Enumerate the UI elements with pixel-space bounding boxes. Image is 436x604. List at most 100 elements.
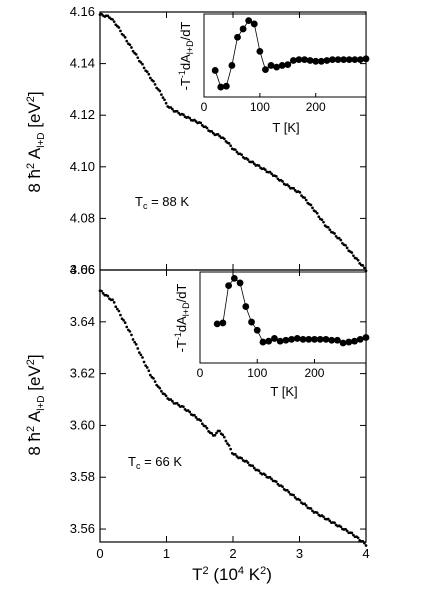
top-data-point: [317, 215, 321, 219]
top-data-point: [122, 34, 125, 37]
bottom-data-point: [218, 429, 221, 433]
bottom-data-point: [252, 466, 256, 470]
bottom-data-point: [363, 541, 366, 545]
top-data-point: [125, 39, 129, 43]
top-inset-point: [329, 56, 336, 64]
top-data-point: [216, 132, 220, 136]
bottom-inset-point: [299, 335, 307, 343]
top-annotation-tc: Tc = 88 K: [135, 194, 189, 211]
bottom-data-point: [226, 442, 229, 446]
top-data-point: [229, 144, 232, 148]
bottom-inset-point: [351, 337, 358, 345]
top-inset-point: [295, 56, 303, 64]
bottom-data-point: [114, 305, 118, 309]
top-y-tick-label: 4.14: [70, 56, 95, 71]
bottom-data-point: [345, 529, 349, 533]
bottom-y-tick-label: 3.66: [70, 262, 95, 277]
top-data-point: [188, 116, 192, 120]
top-inset-point: [351, 56, 359, 64]
bottom-inset-point: [282, 336, 290, 344]
bottom-data-point: [364, 544, 368, 547]
top-data-point: [274, 174, 278, 178]
top-inset-point: [234, 33, 241, 41]
top-data-point: [309, 203, 313, 207]
bottom-data-point: [292, 493, 295, 497]
top-data-point: [128, 43, 132, 47]
top-data-point: [363, 266, 366, 270]
top-data-point: [314, 210, 317, 213]
bottom-data-point: [142, 360, 146, 364]
bottom-data-point: [304, 504, 308, 507]
bottom-data-point: [205, 426, 209, 430]
top-inset-point: [278, 62, 286, 69]
top-inset-point: [284, 61, 292, 69]
top-data-point: [205, 126, 209, 130]
bottom-data-point: [147, 369, 151, 373]
top-inset-point: [245, 17, 253, 25]
top-data-point: [152, 79, 155, 83]
top-data-point: [268, 170, 272, 174]
bottom-data-point: [149, 373, 152, 377]
top-data-point: [337, 236, 341, 240]
top-data-point: [164, 101, 168, 105]
bottom-data-point: [240, 456, 244, 460]
top-inset-point: [262, 66, 269, 74]
top-data-point: [234, 148, 237, 152]
top-inset-point: [222, 82, 230, 90]
top-data-point: [163, 98, 166, 102]
top-data-point: [153, 83, 157, 86]
top-inset-point: [312, 57, 320, 65]
top-data-point: [292, 186, 295, 190]
bottom-data-point: [227, 444, 231, 447]
x-axis-label: T2 (104 K2): [192, 565, 272, 584]
bottom-data-point: [199, 419, 203, 422]
bottom-data-point: [274, 480, 278, 483]
bottom-data-point: [128, 330, 132, 333]
bottom-data-point: [303, 502, 306, 506]
bottom-inset-point: [328, 336, 336, 344]
top-inset-point: [323, 57, 331, 64]
top-y-tick-label: 4.06: [70, 262, 95, 277]
top-data-point: [352, 254, 355, 258]
top-inset-point: [362, 55, 370, 63]
bottom-y-tick-label: 3.60: [70, 417, 95, 432]
top-y-tick-label: 4.10: [70, 159, 95, 174]
bottom-inset-x-tick-label: 200: [304, 366, 324, 380]
top-data-point: [252, 162, 256, 166]
bottom-data-point: [136, 347, 140, 350]
top-data-point: [112, 20, 116, 24]
top-data-point: [111, 18, 114, 21]
top-inset-point: [334, 56, 342, 64]
bottom-inset-point: [339, 339, 347, 347]
top-data-point: [142, 66, 146, 70]
bottom-data-point: [111, 298, 114, 302]
bottom-x-tick-label: 4: [362, 546, 369, 561]
bottom-data-point: [311, 509, 314, 513]
top-inset-point: [228, 62, 236, 69]
top-data-point: [300, 194, 303, 197]
bottom-inset-x-label: T [K]: [270, 384, 297, 399]
bottom-x-tick-label: 2: [229, 546, 236, 561]
top-data-point: [287, 184, 291, 188]
bottom-inset-point: [236, 279, 244, 287]
bottom-data-point: [158, 386, 162, 390]
bottom-data-point: [193, 413, 196, 417]
top-data-point: [298, 191, 302, 194]
bottom-y-tick-label: 3.62: [70, 366, 95, 381]
bottom-data-point: [134, 342, 138, 346]
bottom-data-point: [152, 377, 155, 380]
top-data-point: [304, 198, 308, 202]
bottom-inset-point: [248, 318, 255, 326]
bottom-data-point: [130, 333, 133, 337]
top-data-point: [326, 225, 330, 229]
top-inset-frame: [203, 13, 367, 98]
bottom-data-point: [119, 313, 122, 317]
top-data-point: [158, 89, 162, 93]
bottom-inset-point: [362, 334, 370, 341]
top-inset-point: [345, 56, 353, 64]
bottom-y-tick-label: 3.64: [70, 314, 95, 329]
bottom-data-point: [194, 416, 198, 419]
top-data-point: [270, 172, 273, 176]
bottom-data-point: [169, 398, 173, 401]
